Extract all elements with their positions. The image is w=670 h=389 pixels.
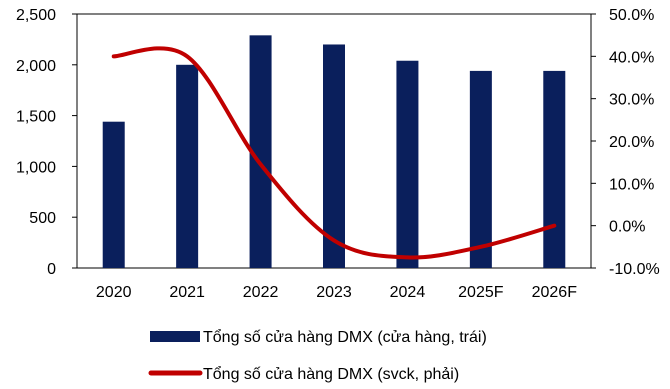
bar-2025F: [469, 70, 492, 268]
left-axis: 0 500 1,000 1,500 2,000 2,500: [16, 7, 77, 278]
left-tick-label: 1,000: [16, 159, 56, 176]
left-tick-label: 1,500: [16, 109, 56, 126]
x-tick-label: 2021: [169, 284, 205, 301]
right-tick-label: 0.0%: [609, 219, 645, 236]
right-tick-label: 50.0%: [609, 7, 654, 24]
x-axis: 2020 2021 2022 2023 2024 2025F 2026F: [96, 284, 577, 301]
growth-line: [111, 46, 557, 260]
x-tick-label: 2020: [96, 284, 132, 301]
right-tick-label: -10.0%: [609, 261, 660, 278]
bar-2026F: [543, 70, 566, 268]
bar-2022: [249, 35, 272, 268]
line-group: [111, 46, 557, 260]
right-tick-label: 10.0%: [609, 176, 654, 193]
x-tick-label: 2026F: [532, 284, 578, 301]
bars-group: [102, 35, 566, 269]
x-tick-label: 2022: [243, 284, 279, 301]
x-tick-label: 2025F: [458, 284, 504, 301]
x-tick-label: 2024: [390, 284, 426, 301]
left-tick-label: 2,000: [16, 58, 56, 75]
bar-2023: [323, 44, 345, 269]
legend: Tổng số cửa hàng DMX (cửa hàng, trái) Tổn…: [148, 328, 487, 383]
left-tick-label: 2,500: [16, 7, 56, 24]
right-tick-label: 30.0%: [609, 92, 654, 109]
left-tick-label: 500: [29, 210, 56, 227]
legend-label-line: Tổng số cửa hàng DMX (svck, phải): [203, 365, 459, 383]
right-tick-label: 20.0%: [609, 134, 654, 151]
legend-label-bar: Tổng số cửa hàng DMX (cửa hàng, trái): [203, 328, 487, 346]
left-tick-label: 0: [47, 261, 56, 278]
right-axis: -10.0% 0.0% 10.0% 20.0% 30.0% 40.0% 50.0%: [591, 7, 660, 278]
bar-2021: [176, 64, 199, 268]
legend-swatch-bar: [150, 331, 200, 342]
x-tick-label: 2023: [316, 284, 352, 301]
bar-2020: [102, 121, 125, 268]
bar-2024: [396, 60, 419, 269]
right-tick-label: 40.0%: [609, 49, 654, 66]
